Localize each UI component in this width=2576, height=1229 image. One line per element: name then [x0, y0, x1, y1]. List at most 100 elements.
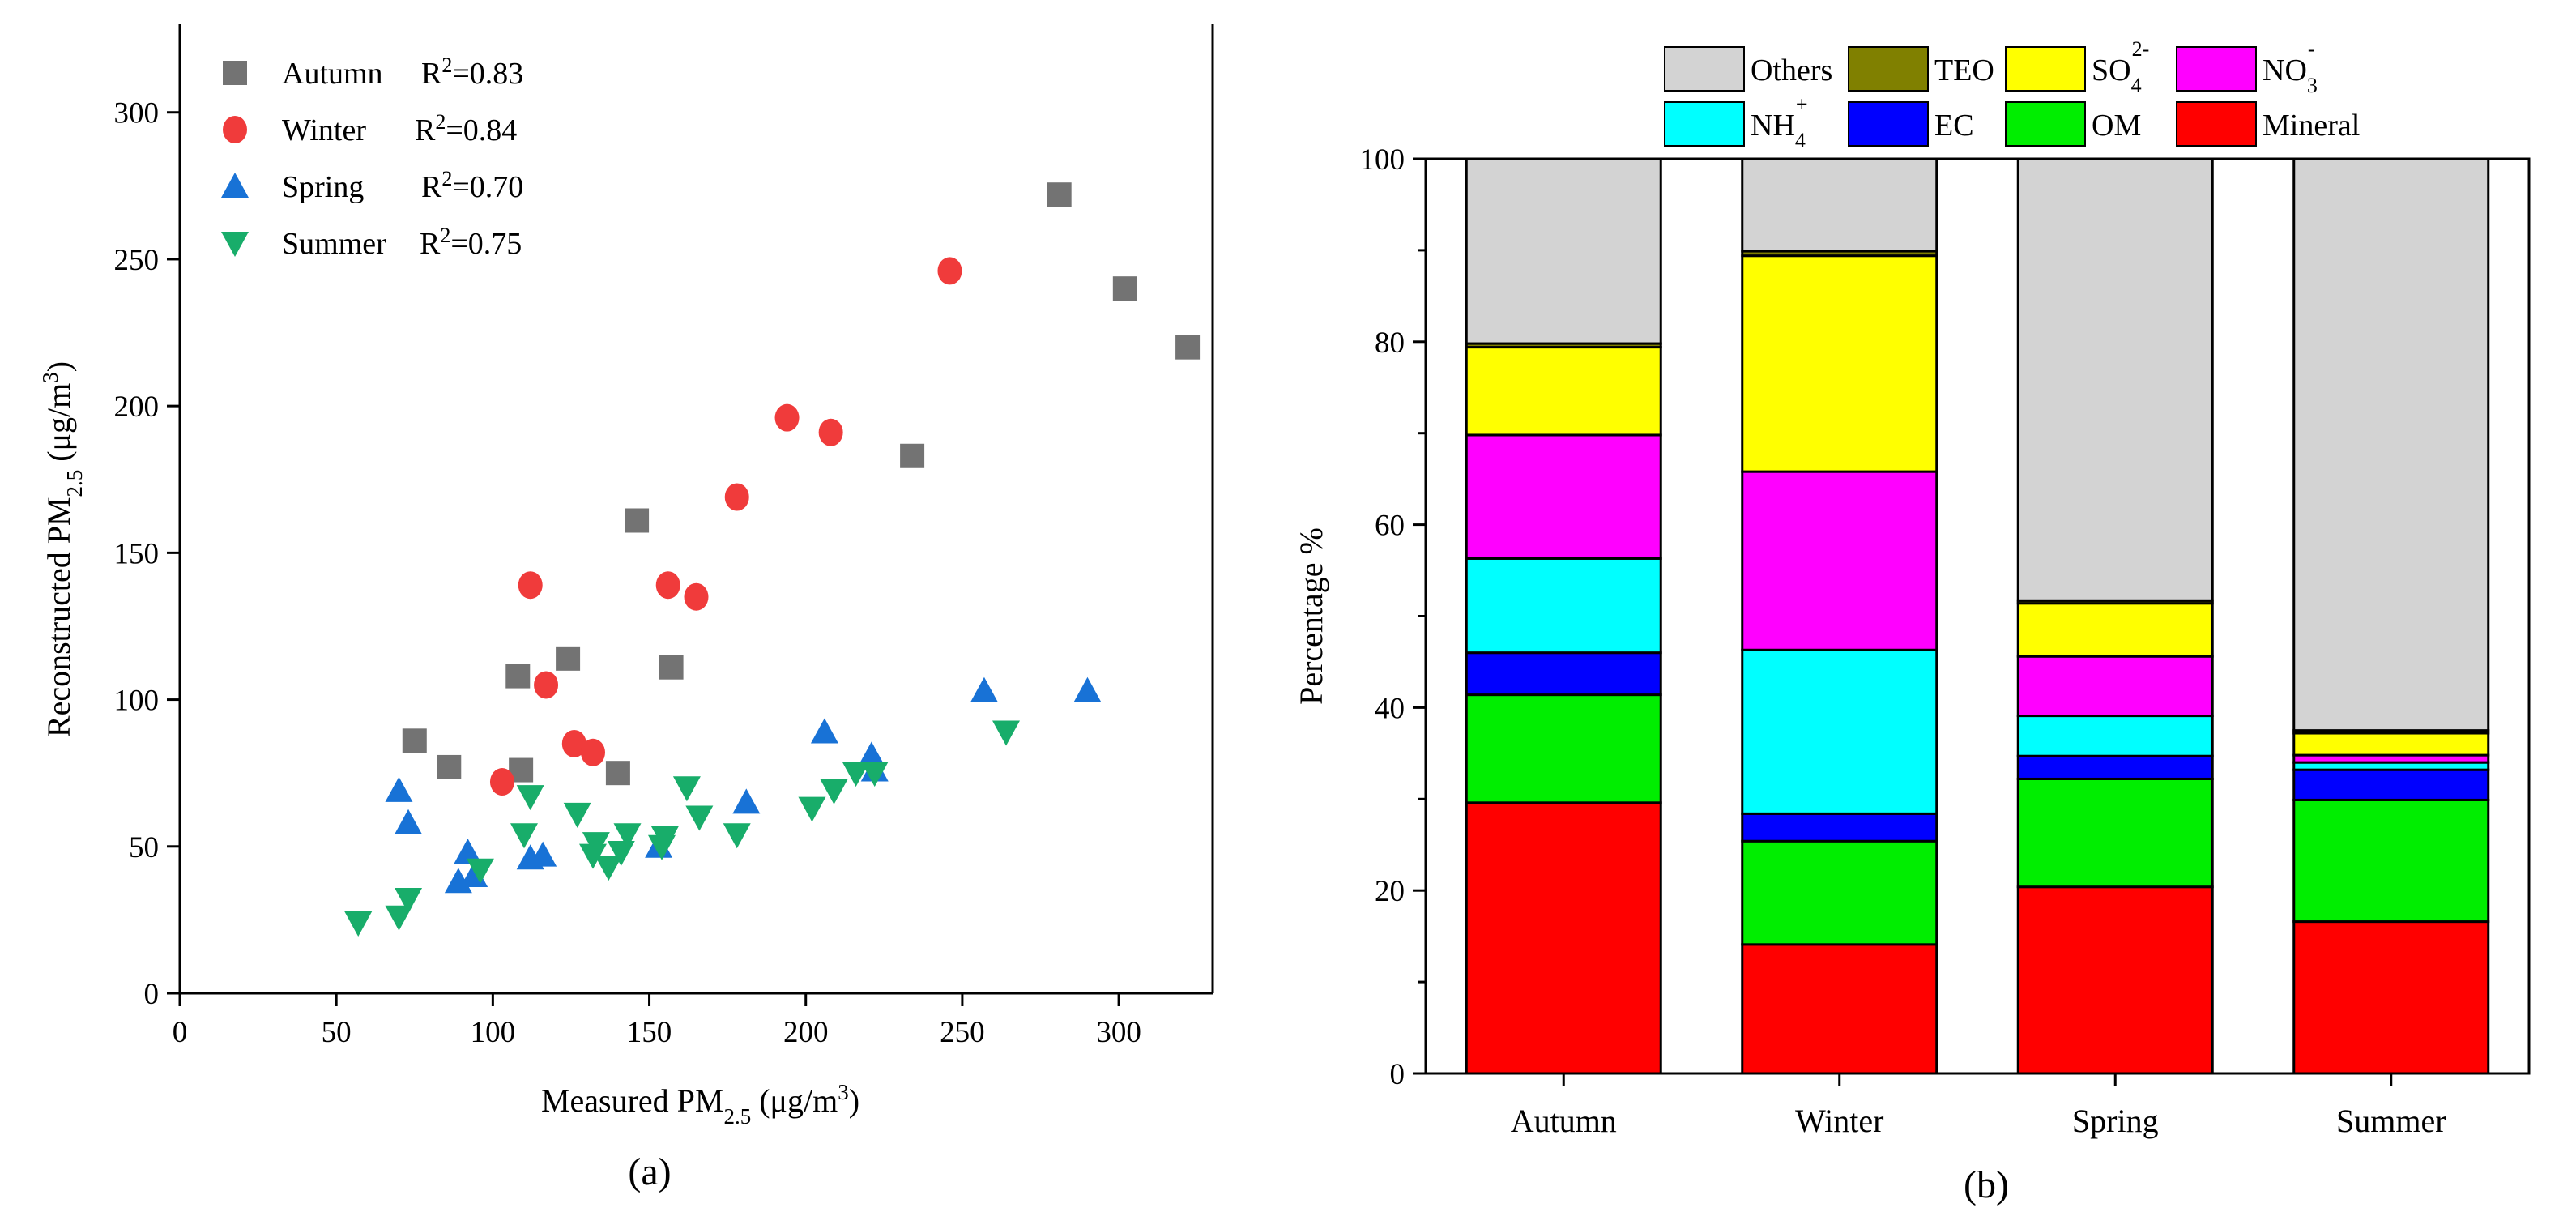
x-category-label: Winter	[1795, 1103, 1883, 1139]
autumn-point	[605, 761, 630, 786]
spring-point	[857, 741, 885, 767]
x-tick-label: 250	[940, 1016, 985, 1049]
winter-point	[655, 571, 680, 600]
legend-label-no: NO3-	[2263, 37, 2318, 97]
x-category-label: Autumn	[1511, 1103, 1617, 1139]
bar-segment-others	[2292, 157, 2490, 732]
spring-point	[385, 776, 413, 802]
summer-point	[595, 856, 623, 881]
x-tick-label: 0	[173, 1016, 188, 1049]
summer-point	[723, 823, 751, 849]
legend-marker-summer	[221, 232, 249, 257]
legend-label-teo: TEO	[1934, 53, 1994, 87]
bar-autumn	[1465, 157, 1662, 1075]
legend-marker-winter	[223, 116, 247, 143]
legend-marker-autumn	[223, 61, 247, 85]
bar-segment-others	[2016, 157, 2214, 602]
legend-swatch-no	[2176, 46, 2257, 92]
bar-segment-ec	[2016, 754, 2214, 780]
series-winter	[489, 257, 962, 796]
bar-segment-om	[1741, 839, 1938, 946]
autumn-point	[900, 443, 925, 468]
bar-spring	[2016, 157, 2214, 1075]
summer-point	[613, 823, 642, 849]
series-autumn	[402, 182, 1201, 786]
bar-segment-mineral	[2016, 885, 2214, 1075]
x-category-label: Summer	[2336, 1103, 2446, 1139]
winter-point	[774, 403, 800, 432]
y-tick-label: 80	[1375, 326, 1405, 360]
bar-segment-mineral	[1465, 801, 1662, 1075]
y-tick-label: 250	[114, 244, 160, 277]
bar-segment-others	[1465, 157, 1662, 345]
legend-swatch-mineral	[2176, 101, 2257, 147]
winter-point	[581, 738, 605, 766]
winter-point	[534, 671, 559, 699]
x-tick-label: 200	[783, 1016, 829, 1049]
legend-label-nh: NH4+	[1751, 92, 1808, 152]
panel-label-a: (a)	[628, 1150, 671, 1193]
series-summer	[344, 720, 1020, 937]
legend-label-others: Others	[1751, 53, 1832, 87]
y-axis-title: Percentage %	[1293, 527, 1329, 705]
bar-segment-ec	[2292, 768, 2490, 801]
autumn-point	[659, 655, 684, 680]
autumn-point	[1112, 276, 1137, 301]
bar-segment-ec	[1465, 651, 1662, 697]
bar-segment-om	[2292, 798, 2490, 924]
winter-point	[561, 729, 586, 757]
y-tick-label: 0	[144, 978, 160, 1011]
legend-r2-spring: R2=0.70	[421, 167, 523, 205]
legend-swatch-teo	[1848, 46, 1929, 92]
summer-point	[672, 776, 701, 802]
winter-point	[724, 483, 749, 511]
bar-segment-no	[1741, 470, 1938, 651]
bar-segment-no	[1465, 433, 1662, 560]
bar-segment-others	[1741, 157, 1938, 253]
spring-point	[732, 788, 761, 814]
legend-label-spring: Spring	[282, 170, 364, 204]
summer-point	[563, 802, 591, 828]
y-tick-label: 20	[1375, 875, 1405, 908]
spring-point	[1073, 676, 1102, 702]
spring-point	[395, 809, 423, 834]
summer-point	[385, 905, 413, 931]
spring-point	[454, 839, 482, 864]
y-tick-label: 50	[129, 831, 159, 864]
y-tick-label: 40	[1375, 692, 1405, 725]
bar-segment-om	[2016, 777, 2214, 889]
legend-label-winter: Winter	[282, 113, 366, 147]
x-tick-label: 50	[322, 1016, 352, 1049]
summer-point	[842, 762, 870, 787]
bar-segment-nh	[1465, 557, 1662, 655]
winter-point	[489, 768, 514, 796]
summer-point	[798, 796, 826, 822]
summer-point	[860, 762, 889, 787]
legend-swatch-so	[2005, 46, 2086, 92]
spring-point	[970, 676, 998, 702]
legend-label-autumn: Autumn	[282, 57, 383, 91]
spring-point	[529, 841, 557, 867]
autumn-point	[402, 728, 427, 753]
y-tick-label: 300	[114, 97, 160, 130]
bar-segment-ec	[1741, 812, 1938, 843]
winter-point	[937, 257, 962, 285]
bar-segment-om	[1465, 693, 1662, 804]
x-category-label: Spring	[2072, 1103, 2159, 1139]
y-tick-label: 60	[1375, 510, 1405, 543]
summer-point	[582, 832, 610, 858]
bar-segment-no	[2016, 655, 2214, 718]
legend-label-so: SO42-	[2092, 37, 2149, 97]
y-tick-label: 200	[114, 390, 160, 424]
legend-swatch-om	[2005, 101, 2086, 147]
summer-point	[820, 779, 848, 804]
spring-point	[810, 718, 838, 744]
bar-winter	[1741, 157, 1938, 1075]
legend-marker-spring	[221, 173, 249, 198]
panel-label-b: (b)	[1964, 1163, 2009, 1206]
bar-segment-so	[1465, 346, 1662, 437]
summer-point	[395, 888, 423, 914]
winter-point	[518, 571, 543, 600]
autumn-point	[556, 646, 581, 671]
